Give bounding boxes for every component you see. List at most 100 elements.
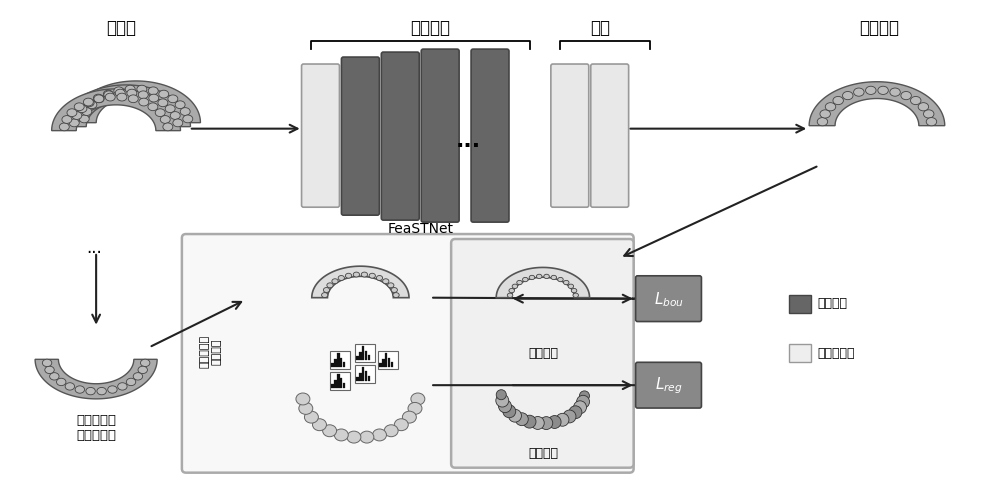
- Ellipse shape: [910, 96, 921, 105]
- Bar: [378, 351, 398, 369]
- Ellipse shape: [817, 118, 828, 126]
- Ellipse shape: [507, 293, 513, 298]
- Ellipse shape: [104, 91, 114, 99]
- FancyBboxPatch shape: [381, 52, 419, 220]
- Text: 描述子: 描述子: [106, 19, 136, 37]
- Bar: [340, 358, 342, 367]
- Ellipse shape: [890, 88, 900, 96]
- Text: 特征提取: 特征提取: [410, 19, 450, 37]
- Circle shape: [509, 409, 521, 422]
- Circle shape: [556, 413, 569, 426]
- Bar: [343, 362, 345, 367]
- Ellipse shape: [62, 116, 72, 123]
- Bar: [340, 378, 342, 388]
- Circle shape: [531, 417, 544, 429]
- Ellipse shape: [923, 110, 934, 118]
- Ellipse shape: [568, 284, 574, 288]
- Circle shape: [515, 413, 528, 425]
- Ellipse shape: [323, 287, 330, 292]
- Ellipse shape: [361, 272, 368, 277]
- Ellipse shape: [93, 94, 103, 102]
- FancyBboxPatch shape: [451, 239, 634, 468]
- Ellipse shape: [536, 274, 542, 279]
- Ellipse shape: [183, 115, 193, 123]
- Circle shape: [579, 391, 589, 401]
- Polygon shape: [809, 82, 945, 126]
- Ellipse shape: [139, 98, 149, 106]
- Ellipse shape: [72, 112, 82, 120]
- Circle shape: [496, 394, 509, 407]
- Ellipse shape: [338, 275, 344, 280]
- Bar: [789, 345, 811, 363]
- Text: 图卷积层: 图卷积层: [817, 297, 847, 310]
- Ellipse shape: [558, 277, 563, 282]
- Ellipse shape: [127, 89, 137, 97]
- Text: 分类: 分类: [590, 19, 610, 37]
- Ellipse shape: [158, 99, 168, 106]
- Ellipse shape: [173, 119, 183, 127]
- Polygon shape: [496, 268, 590, 298]
- Ellipse shape: [69, 119, 79, 127]
- Ellipse shape: [571, 288, 577, 293]
- Ellipse shape: [125, 85, 135, 93]
- Ellipse shape: [128, 95, 138, 103]
- Ellipse shape: [512, 284, 518, 288]
- Ellipse shape: [165, 105, 175, 113]
- Bar: [355, 365, 375, 383]
- Ellipse shape: [149, 94, 159, 102]
- Ellipse shape: [509, 288, 514, 293]
- Ellipse shape: [140, 359, 150, 366]
- FancyBboxPatch shape: [636, 363, 701, 408]
- Bar: [337, 374, 340, 388]
- Text: 线性连接层: 线性连接层: [817, 347, 855, 360]
- Ellipse shape: [833, 96, 843, 105]
- Bar: [359, 373, 362, 381]
- Bar: [355, 345, 375, 363]
- Circle shape: [569, 406, 582, 419]
- Polygon shape: [312, 266, 409, 298]
- Ellipse shape: [94, 95, 104, 103]
- Ellipse shape: [373, 429, 386, 441]
- Ellipse shape: [345, 273, 352, 278]
- Circle shape: [563, 410, 576, 423]
- Ellipse shape: [79, 115, 89, 123]
- Ellipse shape: [402, 411, 416, 423]
- Ellipse shape: [117, 93, 127, 101]
- Ellipse shape: [160, 116, 170, 123]
- Bar: [365, 371, 367, 381]
- Ellipse shape: [105, 93, 115, 101]
- Ellipse shape: [87, 101, 97, 108]
- Circle shape: [540, 417, 553, 429]
- Ellipse shape: [825, 103, 836, 111]
- Ellipse shape: [84, 99, 94, 106]
- Ellipse shape: [74, 103, 84, 111]
- Ellipse shape: [327, 283, 333, 288]
- Text: $L_{reg}$: $L_{reg}$: [655, 376, 682, 396]
- Bar: [356, 377, 359, 381]
- Ellipse shape: [155, 109, 165, 117]
- Ellipse shape: [393, 293, 399, 298]
- Ellipse shape: [517, 280, 522, 285]
- Ellipse shape: [82, 107, 92, 115]
- Ellipse shape: [42, 359, 52, 366]
- FancyBboxPatch shape: [471, 49, 509, 222]
- Polygon shape: [35, 359, 157, 399]
- Ellipse shape: [544, 274, 549, 279]
- Ellipse shape: [353, 272, 360, 277]
- Bar: [330, 351, 350, 369]
- Ellipse shape: [138, 366, 147, 374]
- Circle shape: [499, 400, 511, 413]
- Ellipse shape: [114, 87, 124, 95]
- Ellipse shape: [408, 402, 422, 414]
- Ellipse shape: [304, 411, 318, 423]
- Bar: [330, 372, 350, 390]
- Ellipse shape: [347, 431, 361, 443]
- Ellipse shape: [45, 366, 54, 374]
- Ellipse shape: [523, 277, 528, 282]
- Ellipse shape: [180, 107, 190, 115]
- Text: 牙冠分割: 牙冠分割: [859, 19, 899, 37]
- Ellipse shape: [334, 429, 348, 441]
- FancyBboxPatch shape: [551, 64, 589, 207]
- Bar: [789, 295, 811, 313]
- FancyBboxPatch shape: [591, 64, 629, 207]
